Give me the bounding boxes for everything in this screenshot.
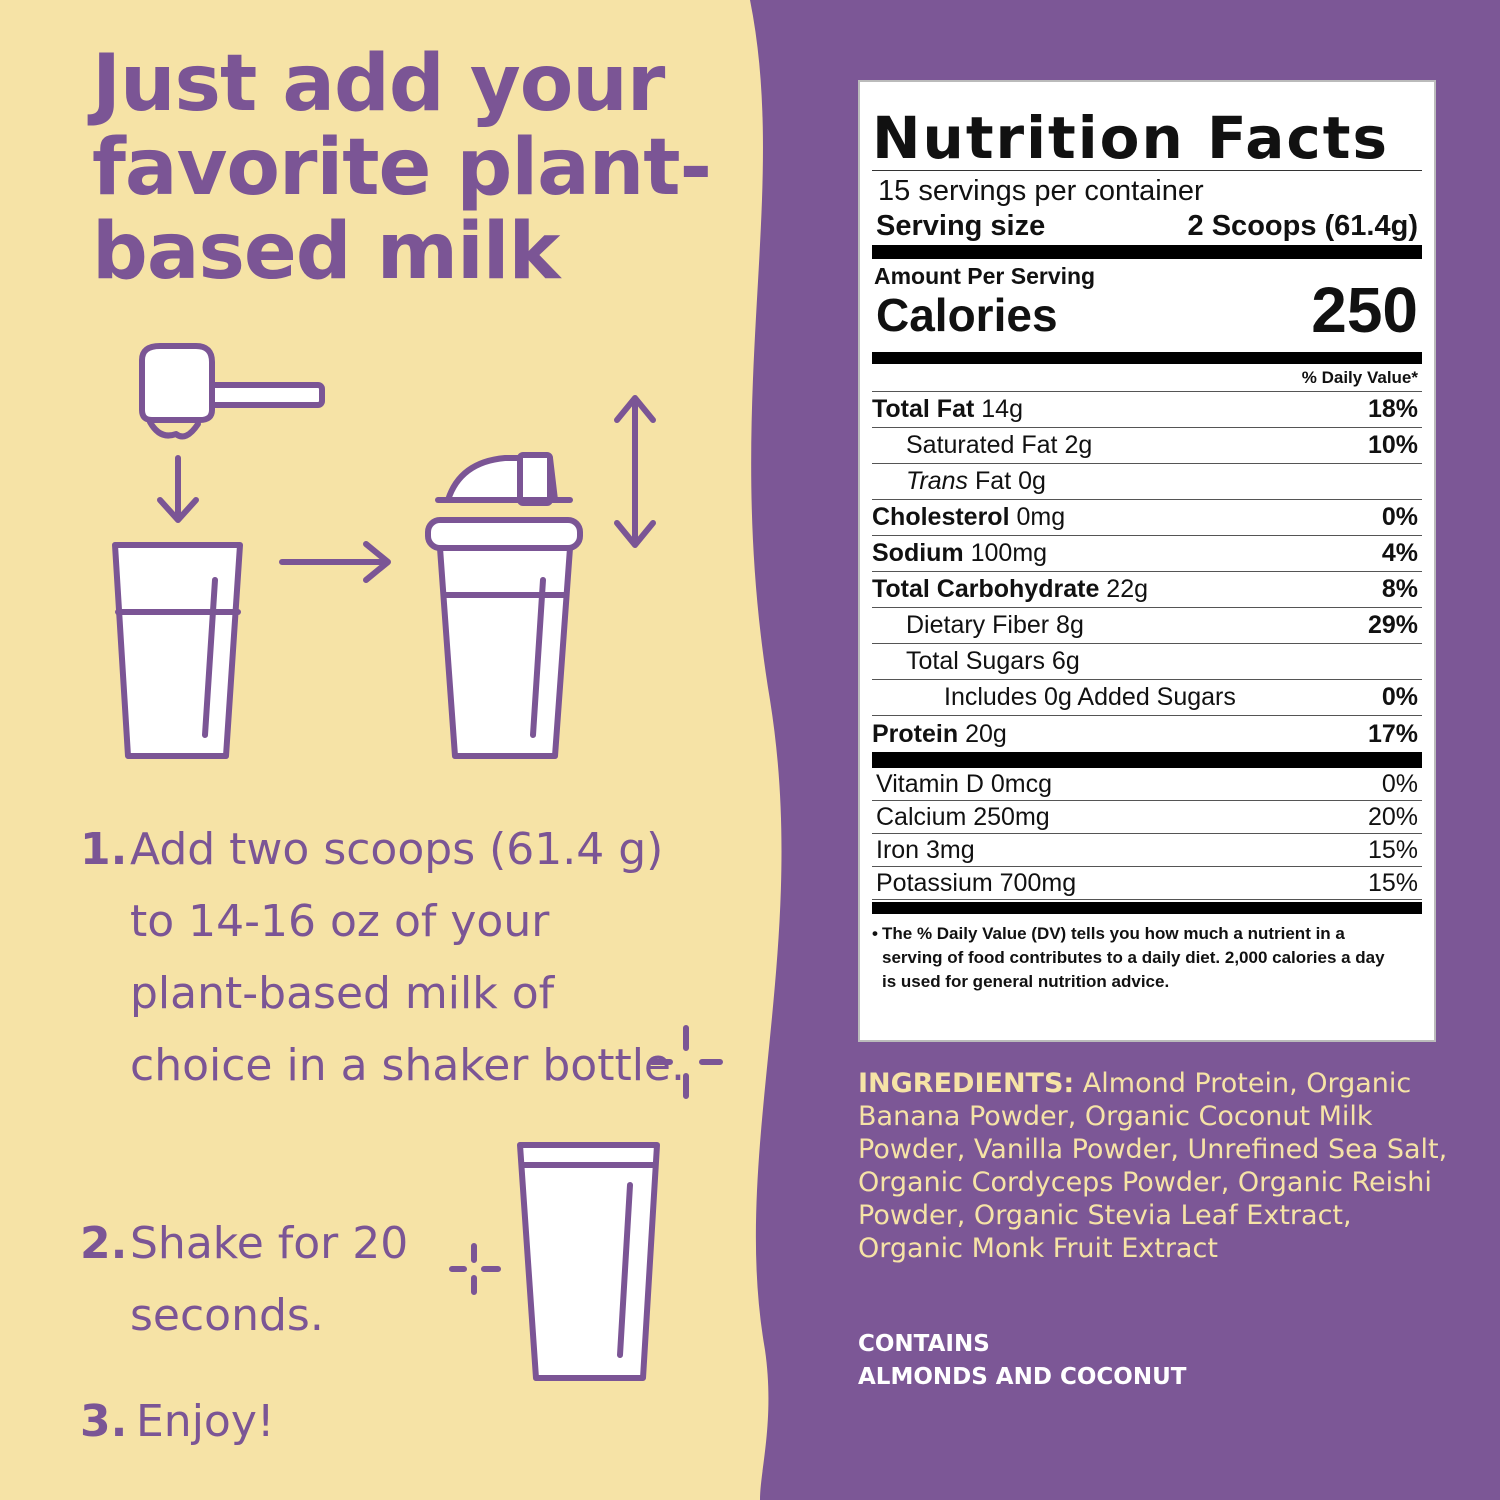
step-number: 1. <box>80 824 128 875</box>
allergen-statement: CONTAINS ALMONDS AND COCONUT <box>858 1328 1186 1394</box>
ingredients-text: Almond Protein, Organic Banana Powder, O… <box>858 1068 1448 1264</box>
nutrient-row: Total Fat 14g 18% <box>872 392 1422 428</box>
vitamin-daily-value: 0% <box>1381 769 1418 798</box>
serving-size: Serving size 2 Scoops (61.4g) <box>872 210 1422 243</box>
daily-value-header: % Daily Value* <box>872 364 1422 392</box>
step-number: 2. <box>80 1218 128 1269</box>
headline: Just add your favorite plant-based milk <box>92 39 712 297</box>
ingredients-label: INGREDIENTS: <box>858 1068 1075 1099</box>
nutrient-row: Trans Fat 0g <box>872 464 1422 500</box>
sparkle-icon <box>449 1243 501 1295</box>
step-text: Enjoy! <box>136 1396 275 1447</box>
vitamin-daily-value: 20% <box>1367 802 1418 831</box>
step-text: Add two scoops (61.4 g) to 14-16 oz of y… <box>130 824 685 1091</box>
vitamin-row: Potassium 700mg 15% <box>872 867 1422 900</box>
nutrition-facts-label: Nutrition Facts 15 servings per containe… <box>858 80 1436 1042</box>
nutrient-daily-value: 8% <box>1381 575 1418 603</box>
illustrations <box>112 343 723 1381</box>
nutrient-daily-value: 0% <box>1381 683 1418 711</box>
nutrient-name: Dietary Fiber <box>906 611 1050 639</box>
step-1: 1. Add two scoops (61.4 g) to 14-16 oz of… <box>80 814 690 1102</box>
arrow-down-icon <box>157 455 199 523</box>
nutrient-row: Sodium 100mg 4% <box>872 536 1422 572</box>
calories-row: Calories 250 <box>872 278 1422 342</box>
nutrient-amount: 8g <box>1056 611 1084 639</box>
glass-icon <box>517 1142 660 1381</box>
nutrient-row: Dietary Fiber 8g 29% <box>872 608 1422 644</box>
nutrient-daily-value: 18% <box>1367 395 1418 423</box>
nutrient-amount: 0mg <box>1016 503 1066 531</box>
serving-size-label: Serving size <box>876 210 1046 242</box>
step-number: 3. <box>80 1396 128 1447</box>
nutrient-row: Total Carbohydrate 22g 8% <box>872 572 1422 608</box>
nutrient-amount: 2g <box>1064 431 1093 459</box>
nutrient-name: Total Fat <box>872 395 975 423</box>
nutrient-daily-value: 17% <box>1367 719 1418 748</box>
serving-size-value: 2 Scoops (61.4g) <box>1187 210 1418 242</box>
nutrient-name: Trans <box>906 467 969 495</box>
step-text: Shake for 20 seconds. <box>130 1218 409 1341</box>
scoop-icon <box>139 343 325 440</box>
vitamin-name: Vitamin D 0mcg <box>876 769 1052 798</box>
amount-per-serving: Amount Per Serving <box>874 263 1096 289</box>
footnote: • The % Daily Value (DV) tells you how mu… <box>872 924 1385 991</box>
nutrient-amount: 6g <box>1051 647 1080 675</box>
nutrient-name: Total Sugars <box>906 647 1045 675</box>
nutrient-row: Saturated Fat 2g 10% <box>872 428 1422 464</box>
nutrient-daily-value: 29% <box>1367 611 1418 639</box>
nutrient-name: Protein <box>872 719 959 748</box>
nutrient-daily-value: 4% <box>1381 539 1418 567</box>
shaker-bottle-icon <box>425 452 583 759</box>
nutrient-amount: Fat 0g <box>975 467 1046 495</box>
glass-icon <box>112 542 243 759</box>
nutrient-amount: 100mg <box>970 539 1048 567</box>
nutrition-title: Nutrition Facts <box>872 104 1389 172</box>
shake-arrow-icon <box>614 395 656 548</box>
nutrient-row: Cholesterol 0mg 0% <box>872 500 1422 536</box>
vitamin-daily-value: 15% <box>1367 868 1418 897</box>
calories-value: 250 <box>1311 274 1418 346</box>
sparkle-icon <box>649 1025 723 1099</box>
nutrient-row: Protein 20g 17% <box>872 716 1422 752</box>
step-3: 3. Enjoy! <box>80 1386 456 1458</box>
nutrient-row: Total Sugars 6g <box>872 644 1422 680</box>
footnote-text: The % Daily Value (DV) tells you how muc… <box>882 924 1385 991</box>
contains-text: ALMONDS AND COCONUT <box>858 1364 1187 1390</box>
nutrient-name: Includes 0g Added Sugars <box>944 683 1236 711</box>
arrow-right-icon <box>279 541 391 583</box>
nutrient-amount: 20g <box>965 719 1007 748</box>
step-2: 2. Shake for 20 seconds. <box>80 1208 450 1352</box>
ingredients: INGREDIENTS: Almond Protein, Organic Ban… <box>858 1067 1458 1265</box>
nutrient-name: Saturated Fat <box>906 431 1058 459</box>
nutrient-name: Sodium <box>872 539 964 567</box>
vitamin-name: Calcium 250mg <box>876 802 1050 831</box>
nutrient-amount: 22g <box>1106 575 1149 603</box>
nutrient-daily-value: 0% <box>1381 503 1418 531</box>
nutrient-name: Cholesterol <box>872 503 1010 531</box>
nutrient-amount: 14g <box>981 395 1023 423</box>
contains-label: CONTAINS <box>858 1331 990 1357</box>
calories-label: Calories <box>876 289 1058 341</box>
vitamin-daily-value: 15% <box>1367 835 1418 864</box>
vitamin-name: Iron 3mg <box>876 835 975 864</box>
vitamin-row: Calcium 250mg 20% <box>872 801 1422 834</box>
vitamin-name: Potassium 700mg <box>876 868 1077 897</box>
servings-per-container: 15 servings per container <box>878 175 1204 207</box>
nutrient-daily-value: 10% <box>1367 431 1418 459</box>
vitamin-row: Iron 3mg 15% <box>872 834 1422 867</box>
nutrient-name: Total Carbohydrate <box>872 575 1100 603</box>
vitamin-row: Vitamin D 0mcg 0% <box>872 768 1422 801</box>
nutrient-row: Includes 0g Added Sugars 0% <box>872 680 1422 716</box>
